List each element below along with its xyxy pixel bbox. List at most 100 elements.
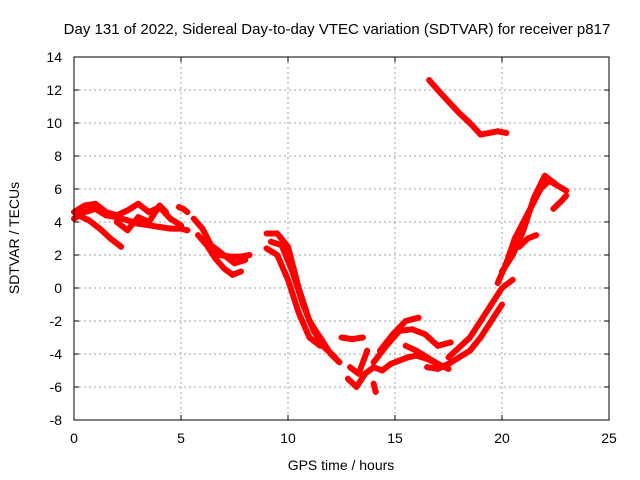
data-point — [107, 235, 114, 242]
data-point — [180, 205, 187, 212]
data-point — [195, 232, 202, 239]
data-point — [81, 209, 88, 216]
series-sat-w — [516, 232, 540, 250]
series-trace — [426, 77, 510, 138]
data-point — [488, 301, 495, 308]
data-point — [336, 359, 343, 366]
data-point — [377, 347, 384, 354]
series-trace — [550, 192, 570, 212]
data-point — [349, 336, 356, 343]
series-trace — [499, 172, 559, 275]
data-point — [118, 243, 125, 250]
data-point — [402, 342, 409, 349]
data-point — [362, 370, 369, 377]
data-point — [424, 354, 431, 361]
data-point — [184, 209, 191, 216]
data-point — [445, 354, 452, 361]
data-point — [163, 209, 170, 216]
x-tick-label: 5 — [177, 430, 185, 446]
series-trace — [263, 245, 324, 349]
data-point — [404, 354, 411, 361]
data-point — [289, 268, 296, 275]
y-tick-label: 8 — [54, 148, 62, 164]
data-point — [466, 120, 473, 126]
y-tick-label: 12 — [46, 82, 62, 98]
data-point — [509, 276, 516, 283]
data-point — [396, 357, 403, 364]
data-point — [558, 197, 565, 204]
plot-frame — [73, 56, 610, 421]
x-tick-label: 25 — [601, 430, 617, 446]
y-tick-label: 2 — [54, 247, 62, 263]
data-point — [466, 347, 473, 354]
data-point — [278, 242, 285, 249]
data-point — [355, 370, 362, 377]
data-point — [447, 339, 454, 346]
series-sat-n — [347, 347, 371, 377]
data-point — [103, 209, 110, 216]
data-point — [246, 252, 253, 258]
data-point — [477, 131, 484, 138]
data-point — [167, 225, 174, 232]
data-point — [488, 318, 495, 324]
series-sat-y — [370, 380, 379, 395]
data-point — [317, 342, 324, 349]
data-point — [426, 77, 433, 84]
data-point — [347, 364, 354, 371]
data-point — [456, 110, 463, 117]
data-point — [494, 128, 501, 135]
data-point — [533, 232, 540, 239]
data-point — [520, 227, 527, 234]
data-point — [477, 334, 484, 341]
data-point — [389, 331, 396, 338]
series-group — [71, 77, 570, 395]
data-point — [156, 223, 163, 230]
series-sat-l — [338, 334, 366, 343]
data-point — [359, 334, 366, 341]
data-point — [145, 219, 152, 225]
data-point — [421, 331, 428, 338]
series-sat-e — [175, 204, 191, 216]
data-point — [387, 360, 394, 367]
data-point — [220, 252, 227, 258]
data-point — [135, 200, 142, 207]
chart-title: Day 131 of 2022, Sidereal Day-to-day VTE… — [64, 21, 611, 38]
data-point — [541, 172, 548, 179]
x-tick-label: 15 — [387, 430, 403, 446]
data-point — [156, 202, 163, 209]
data-point — [353, 384, 360, 390]
data-point — [231, 260, 238, 267]
data-point — [379, 367, 386, 374]
series-sat-g — [195, 232, 244, 278]
data-point — [516, 243, 523, 250]
data-point — [364, 347, 371, 354]
y-axis-label: SDTVAR / TECUs — [6, 182, 22, 294]
series-sat-x — [550, 192, 570, 212]
data-point — [178, 222, 184, 229]
data-point — [299, 301, 306, 308]
data-point — [184, 227, 191, 234]
data-point — [413, 347, 420, 354]
data-point — [285, 276, 291, 283]
series-sat-k — [263, 245, 324, 349]
y-tick-label: 6 — [54, 181, 62, 197]
data-point — [434, 365, 441, 372]
data-point — [113, 212, 120, 219]
data-point — [96, 225, 103, 232]
data-point — [494, 280, 501, 287]
data-point — [92, 200, 99, 207]
data-point — [499, 301, 505, 308]
data-point — [274, 230, 281, 237]
x-ticks: 0 5 10 15 20 25 — [70, 57, 617, 446]
data-point — [456, 354, 463, 361]
data-point — [220, 265, 227, 272]
data-point — [499, 285, 505, 291]
y-tick-label: 14 — [46, 49, 62, 65]
data-point — [531, 194, 538, 201]
data-point — [190, 215, 197, 222]
series-trace — [377, 314, 422, 354]
data-point — [509, 252, 516, 258]
data-point — [456, 344, 463, 351]
data-point — [415, 314, 422, 321]
